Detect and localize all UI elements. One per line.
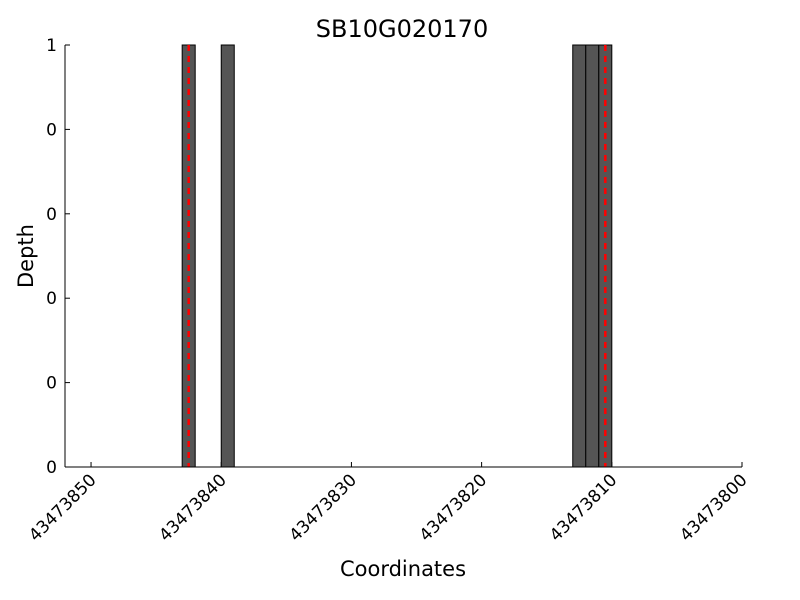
y-tick-label: 0 xyxy=(46,458,57,478)
y-tick-label: 1 xyxy=(46,36,57,56)
y-tick-label: 0 xyxy=(46,374,57,394)
bar xyxy=(572,44,587,468)
bar xyxy=(585,44,600,468)
y-tick-label: 0 xyxy=(46,205,57,225)
x-axis-label: Coordinates xyxy=(340,557,466,581)
y-axis-label: Depth xyxy=(14,224,38,288)
y-tick-label: 0 xyxy=(46,120,57,140)
bar xyxy=(220,44,235,468)
chart-title: SB10G020170 xyxy=(316,15,488,43)
y-tick-label: 0 xyxy=(46,289,57,309)
